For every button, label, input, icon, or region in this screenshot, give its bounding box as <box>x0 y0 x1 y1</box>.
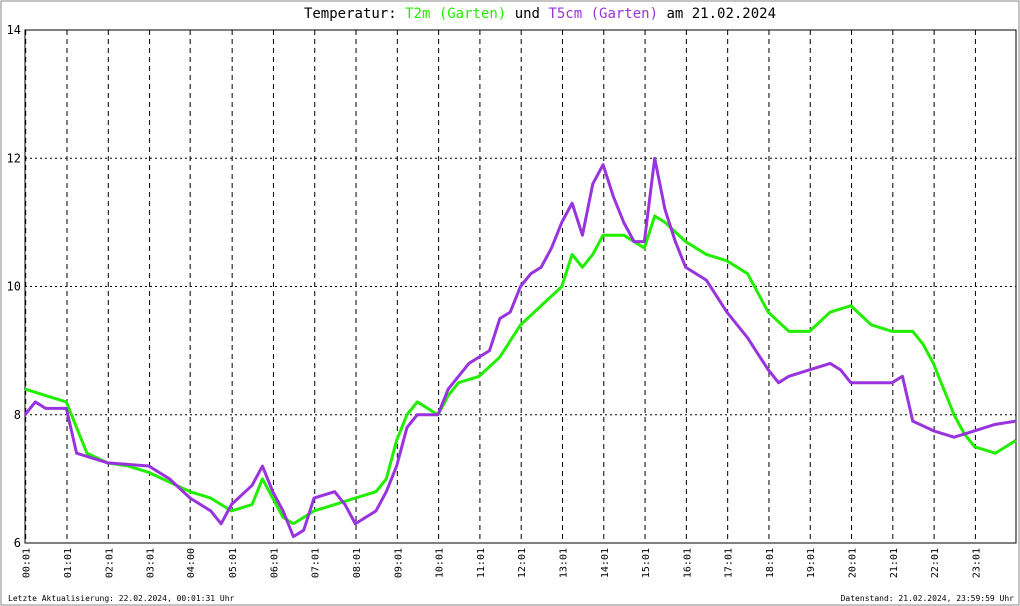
x-tick-label: 18:01 <box>765 548 776 578</box>
data-line <box>23 156 1017 539</box>
x-tick-label: 01:01 <box>63 548 74 578</box>
title-text: Temperatur: <box>304 6 397 22</box>
x-tick-label: 03:01 <box>146 548 157 578</box>
legend-entry: T5cm (Garten) <box>548 6 658 22</box>
x-tick-label: 14:01 <box>600 548 611 578</box>
data-line <box>24 214 1017 526</box>
x-tick-label: 13:01 <box>558 548 569 578</box>
y-tick-label: 8 <box>14 408 21 422</box>
footer-text: Datenstand: 21.02.2024, 23:59:59 Uhr <box>841 594 1015 603</box>
x-tick-label: 07:01 <box>311 548 322 578</box>
title-text: und <box>515 6 540 22</box>
y-tick-label: 10 <box>7 280 21 294</box>
x-tick-label: 16:01 <box>682 548 693 578</box>
x-tick-label: 12:01 <box>517 548 528 578</box>
x-tick-label: 22:01 <box>930 548 941 578</box>
y-tick-label: 12 <box>7 151 21 165</box>
legend-entry: T2m (Garten) <box>405 6 506 22</box>
title-text: am 21.02.2024 <box>666 6 776 22</box>
x-tick-label: 20:01 <box>848 548 859 578</box>
chart-title: Temperatur: T2m (Garten) und T5cm (Garte… <box>304 6 776 22</box>
plot-border <box>24 29 1017 544</box>
x-tick-label: 15:01 <box>641 548 652 578</box>
x-tick-label: 11:01 <box>476 548 487 578</box>
x-tick-label: 08:01 <box>352 548 363 578</box>
x-tick-label: 09:01 <box>393 548 404 578</box>
x-tick-label: 06:01 <box>269 548 280 578</box>
x-tick-label: 10:01 <box>435 548 446 578</box>
x-tick-label: 00:01 <box>22 548 33 578</box>
x-tick-label: 21:01 <box>889 548 900 578</box>
x-tick-label: 23:01 <box>971 548 982 578</box>
x-tick-label: 04:00 <box>186 548 197 578</box>
y-tick-label: 14 <box>7 23 21 37</box>
footer-text: Letzte Aktualisierung: 22.02.2024, 00:01… <box>8 594 235 603</box>
x-tick-label: 02:01 <box>104 548 115 578</box>
x-tick-label: 17:01 <box>724 548 735 578</box>
x-tick-label: 05:01 <box>228 548 239 578</box>
x-tick-label: 19:01 <box>806 548 817 578</box>
y-tick-label: 6 <box>14 536 21 550</box>
